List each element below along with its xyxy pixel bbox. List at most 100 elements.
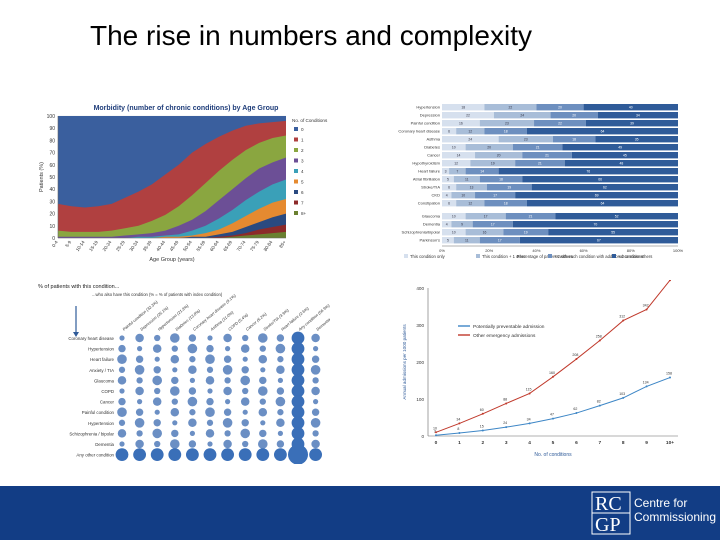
bubble bbox=[311, 408, 320, 416]
x-tick-label: 55-59 bbox=[196, 239, 207, 252]
bubble bbox=[189, 356, 196, 363]
x-axis-title: No. of conditions bbox=[534, 452, 572, 458]
bar-segment bbox=[442, 128, 457, 135]
row-label: Hypertension bbox=[88, 347, 114, 352]
bar-value-label: 14 bbox=[480, 169, 484, 173]
bar-value-label: 67 bbox=[597, 238, 601, 242]
x-tick-label: 85+ bbox=[278, 239, 287, 249]
bubble bbox=[310, 418, 321, 428]
bar-segment bbox=[484, 128, 527, 135]
y-tick-label: 90 bbox=[49, 126, 55, 132]
bubble bbox=[241, 419, 249, 427]
conditions-bar-chart: Hypertension 18 22 20 40 Depression 22 24 20 34 Pa… bbox=[398, 100, 684, 264]
comorbidity-bubble-table: % of patients with this condition... ...w… bbox=[36, 276, 342, 465]
bubble bbox=[115, 448, 129, 461]
bar-segment bbox=[522, 176, 678, 183]
bubble bbox=[260, 367, 266, 373]
line-point bbox=[552, 417, 554, 420]
y-tick-label: 200 bbox=[416, 360, 424, 365]
bar-segment bbox=[484, 200, 527, 207]
bar-category-label: Depression bbox=[420, 113, 440, 118]
bubble bbox=[258, 333, 268, 343]
bubble bbox=[206, 397, 214, 406]
bubble bbox=[240, 344, 250, 353]
y-tick-label: 0 bbox=[52, 236, 55, 242]
bubble bbox=[259, 376, 267, 385]
x-tick-label: 10-14 bbox=[75, 239, 86, 252]
bubble bbox=[274, 448, 287, 461]
bubble bbox=[171, 398, 178, 405]
bar-segment bbox=[449, 168, 466, 175]
legend-label: Potentially preventable admission bbox=[473, 324, 545, 330]
y-tick-label: 50 bbox=[49, 175, 55, 181]
x-tick-label: 25-29 bbox=[115, 239, 126, 252]
bar-segment bbox=[512, 144, 563, 151]
bar-segment bbox=[453, 176, 480, 183]
line-point bbox=[528, 392, 531, 395]
bubble bbox=[189, 409, 196, 416]
bubble bbox=[118, 419, 126, 426]
bubble bbox=[170, 407, 180, 417]
bubble bbox=[205, 429, 215, 438]
bar-value-label: 11 bbox=[465, 238, 469, 242]
bubble bbox=[240, 428, 250, 439]
bar-segment bbox=[519, 237, 678, 244]
org-name: Centre for Commissioning bbox=[634, 496, 716, 524]
bar-value-label: 10 bbox=[452, 230, 456, 234]
line-point bbox=[505, 426, 508, 429]
area-series-5 bbox=[58, 198, 286, 238]
bar-segment bbox=[479, 120, 535, 127]
legend-label: 8+ bbox=[301, 211, 307, 216]
legend-label: This condition + 1 other bbox=[482, 254, 526, 259]
bubble bbox=[240, 375, 250, 386]
bubble bbox=[170, 333, 180, 343]
bubble bbox=[291, 416, 305, 430]
data-label: 2 bbox=[434, 429, 436, 433]
bubble bbox=[187, 343, 198, 354]
bar-segment bbox=[552, 136, 596, 143]
morbidity-chart: Morbidity (number of chronic conditions)… bbox=[36, 100, 330, 264]
bar-value-label: 62 bbox=[603, 185, 607, 189]
bubble bbox=[118, 344, 126, 353]
bar-segment bbox=[456, 128, 485, 135]
bar-value-label: 23 bbox=[524, 137, 528, 141]
y-tick-label: 80 bbox=[49, 138, 55, 144]
bubble bbox=[256, 448, 270, 461]
column-header: Hypertension (21.8%) bbox=[157, 303, 190, 332]
line-point bbox=[458, 422, 461, 425]
slide-title: The rise in numbers and complexity bbox=[90, 20, 532, 51]
bubble bbox=[312, 430, 319, 437]
bar-segment bbox=[498, 136, 553, 143]
x-tick-label: 40% bbox=[532, 248, 540, 253]
bubble bbox=[118, 366, 126, 373]
data-label: 258 bbox=[596, 335, 602, 339]
bubble bbox=[188, 418, 197, 428]
bubble bbox=[276, 418, 285, 428]
bubble bbox=[225, 346, 231, 352]
bubble bbox=[223, 333, 232, 343]
bubble bbox=[154, 334, 161, 342]
line-point bbox=[622, 396, 625, 399]
x-tick-label: 100% bbox=[673, 248, 684, 253]
line-point bbox=[435, 431, 437, 434]
bar-segment bbox=[550, 112, 598, 119]
bar-value-label: 17 bbox=[493, 193, 497, 197]
bubble bbox=[137, 399, 143, 405]
bubble bbox=[117, 354, 127, 364]
bubble bbox=[150, 448, 164, 461]
bar-segment bbox=[583, 104, 678, 111]
bar-segment bbox=[515, 192, 678, 199]
bar-segment bbox=[548, 229, 678, 236]
bubble bbox=[172, 367, 178, 373]
data-label: 208 bbox=[572, 353, 578, 357]
bar-segment bbox=[442, 200, 457, 207]
morbidity-chart-svg: Morbidity (number of chronic conditions)… bbox=[36, 100, 330, 264]
bubble bbox=[133, 448, 146, 461]
bubble bbox=[206, 419, 214, 426]
bubble bbox=[188, 365, 197, 375]
y-tick-label: 400 bbox=[416, 286, 424, 291]
bubble bbox=[221, 448, 235, 461]
data-label: 134 bbox=[643, 380, 649, 384]
x-tick-label: 45-49 bbox=[169, 239, 180, 252]
